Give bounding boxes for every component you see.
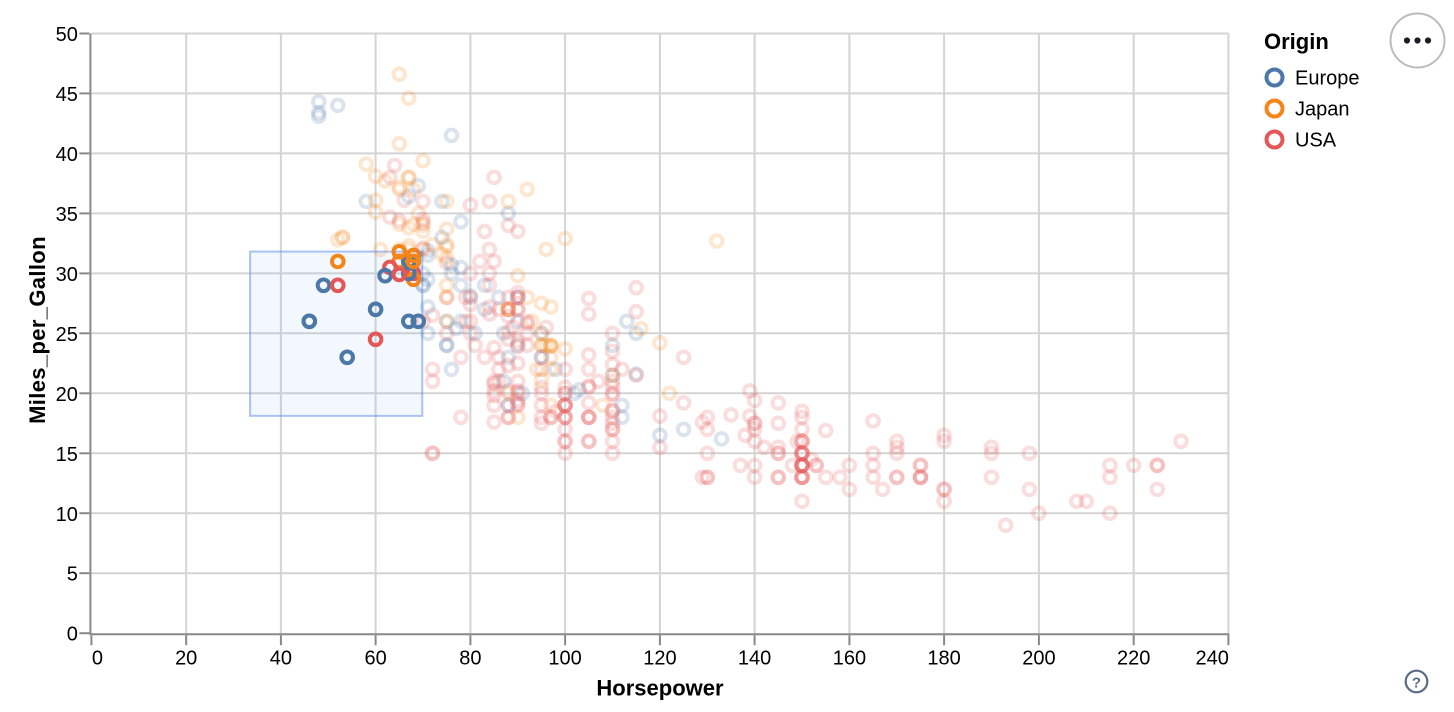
svg-text:200: 200 [1022, 648, 1055, 670]
svg-text:40: 40 [56, 144, 78, 166]
svg-text:180: 180 [927, 648, 960, 670]
svg-text:15: 15 [56, 444, 78, 466]
svg-text:60: 60 [364, 648, 386, 670]
svg-text:35: 35 [56, 204, 78, 226]
svg-text:Europe: Europe [1295, 68, 1360, 90]
svg-text:220: 220 [1117, 648, 1150, 670]
svg-text:160: 160 [833, 648, 866, 670]
svg-text:USA: USA [1295, 130, 1337, 152]
svg-text:45: 45 [56, 84, 78, 106]
svg-text:0: 0 [92, 648, 103, 670]
svg-text:Horsepower: Horsepower [596, 676, 724, 701]
svg-text:140: 140 [738, 648, 771, 670]
svg-text:120: 120 [643, 648, 676, 670]
svg-text:Miles_per_Gallon: Miles_per_Gallon [25, 236, 50, 424]
svg-text:100: 100 [548, 648, 581, 670]
svg-text:50: 50 [56, 24, 78, 46]
svg-text:0: 0 [67, 624, 78, 646]
svg-text:30: 30 [56, 264, 78, 286]
svg-text:?: ? [1412, 675, 1421, 692]
svg-text:Japan: Japan [1295, 99, 1350, 121]
svg-text:10: 10 [56, 504, 78, 526]
svg-text:240: 240 [1196, 648, 1229, 670]
svg-text:20: 20 [175, 648, 197, 670]
svg-text:25: 25 [56, 324, 78, 346]
svg-text:80: 80 [459, 648, 481, 670]
svg-text:5: 5 [67, 564, 78, 586]
svg-text:40: 40 [270, 648, 292, 670]
svg-text:Origin: Origin [1264, 29, 1329, 54]
svg-text:20: 20 [56, 384, 78, 406]
